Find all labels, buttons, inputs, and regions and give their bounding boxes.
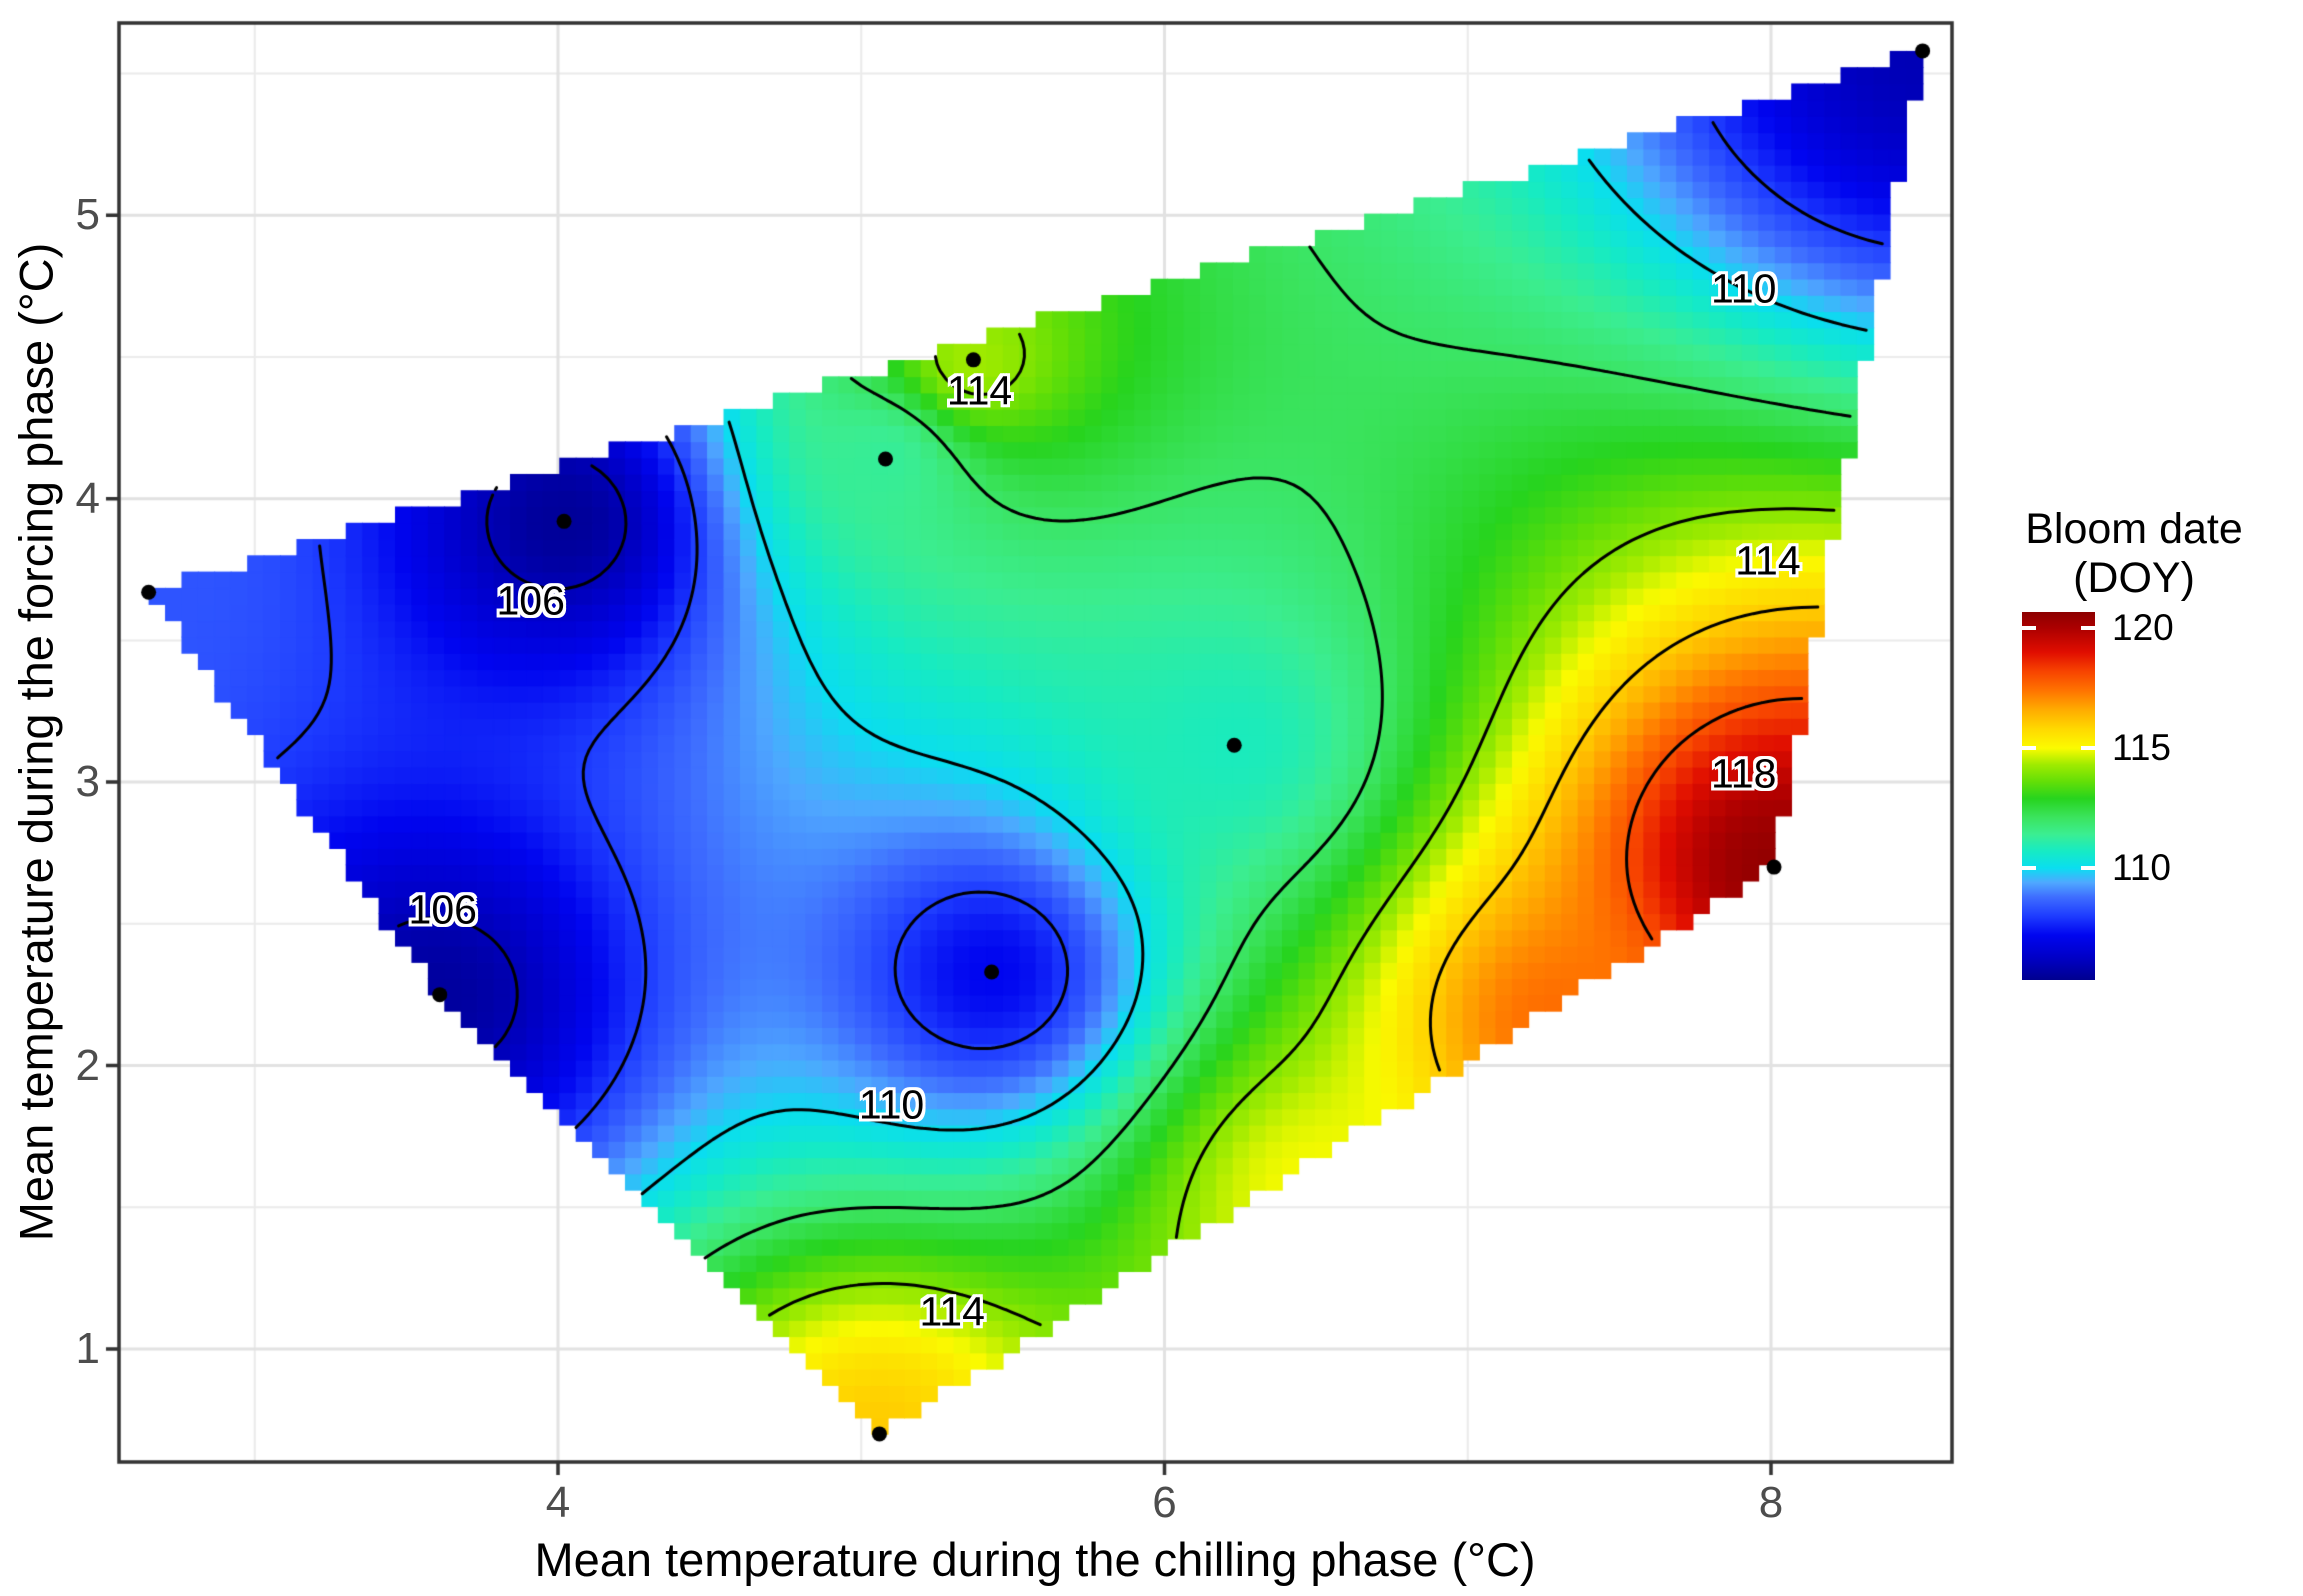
contour-label: 114	[1735, 537, 1801, 584]
legend-tick-mark	[2081, 626, 2095, 631]
legend-tick-mark	[2022, 626, 2036, 631]
legend-title: Bloom date (DOY)	[2014, 505, 2254, 603]
x-tick-label: 4	[545, 1478, 571, 1527]
legend-tick-mark	[2081, 865, 2095, 870]
legend-tick-mark	[2022, 865, 2036, 870]
legend-tick-mark	[2022, 746, 2036, 751]
legend-title-line1: Bloom date	[2025, 505, 2243, 553]
legend-tick-mark	[2081, 746, 2095, 751]
contour-label: 106	[408, 886, 477, 933]
x-tick-label: 8	[1758, 1478, 1784, 1527]
legend-colorbar	[2022, 612, 2095, 980]
legend: Bloom date (DOY)	[2022, 505, 2303, 1005]
x-axis-title: Mean temperature during the chilling pha…	[534, 1533, 1536, 1586]
legend-title-line2: (DOY)	[2073, 554, 2195, 602]
legend-tick-label: 115	[2112, 727, 2171, 769]
contour-label: 118	[1711, 750, 1777, 797]
x-tick-label: 6	[1152, 1478, 1177, 1527]
contour-label: 114	[919, 1288, 985, 1335]
contour-label: 110	[1711, 265, 1777, 312]
y-tick-label: 5	[75, 190, 100, 240]
y-tick-label: 1	[75, 1323, 100, 1373]
y-tick-label: 2	[75, 1040, 100, 1090]
contour-label: 110	[858, 1081, 925, 1128]
legend-tick-label: 120	[2112, 607, 2174, 649]
legend-tick-label: 110	[2112, 846, 2171, 888]
contour-label: 106	[496, 577, 565, 624]
y-tick-label: 4	[75, 473, 100, 523]
contour-label: 114	[946, 367, 1013, 414]
y-tick-label: 3	[75, 757, 100, 807]
